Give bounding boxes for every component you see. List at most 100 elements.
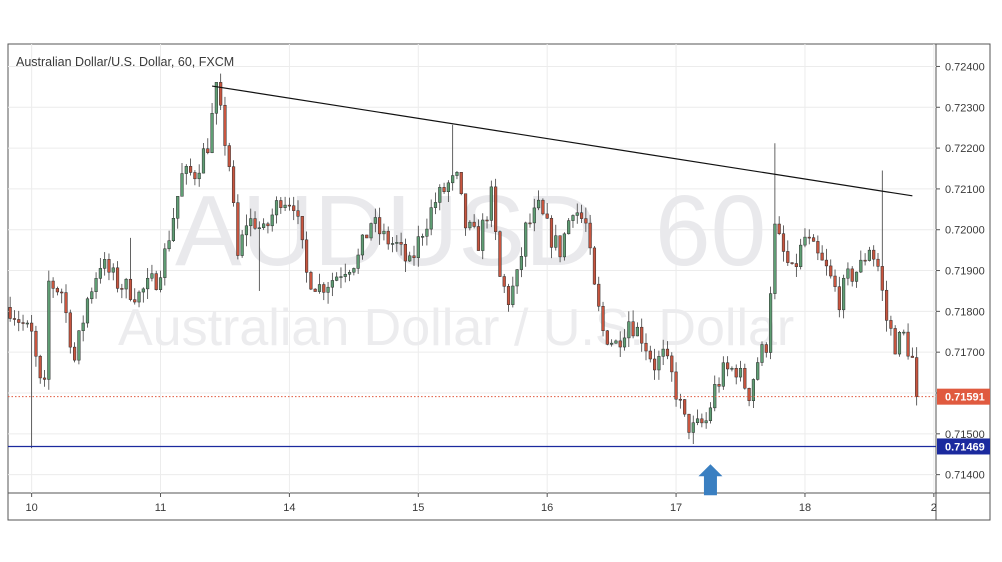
candle-body	[756, 362, 760, 380]
time-tick-label: 14	[283, 502, 295, 514]
candle-body	[180, 173, 184, 197]
candle-body	[17, 319, 21, 323]
candle-body	[154, 273, 158, 290]
candle-body	[184, 166, 188, 174]
candle-body	[51, 280, 55, 289]
plot-frame	[7, 43, 937, 494]
candle-body	[816, 241, 820, 254]
candle-body	[738, 368, 743, 378]
candle-body	[193, 172, 197, 180]
candle-body	[433, 202, 438, 208]
candle-body	[764, 344, 768, 353]
candle-body	[610, 342, 614, 345]
candle-body	[648, 350, 652, 360]
candle-body	[541, 199, 545, 215]
candle-body	[463, 193, 468, 229]
candle-body	[455, 172, 459, 176]
up-arrow-icon	[698, 464, 723, 496]
candle-body	[502, 276, 506, 287]
time-axis[interactable]: 10 11 14 15 16 17 18 2	[26, 493, 937, 514]
candle-body	[657, 356, 661, 371]
candle-body	[906, 331, 910, 357]
candle-body	[189, 166, 193, 173]
candle-body	[287, 204, 291, 207]
candle-body	[141, 288, 145, 293]
candle-body	[330, 280, 334, 288]
candle-body	[399, 242, 403, 245]
candle-body	[352, 268, 356, 273]
candle-body	[872, 249, 876, 260]
candle-body	[850, 268, 854, 282]
candle-body	[713, 384, 717, 409]
candle-body	[562, 233, 566, 258]
candle-body	[403, 243, 407, 262]
candle-body	[880, 266, 884, 291]
candle-body	[382, 230, 386, 235]
overlay-lines	[8, 85, 936, 448]
candle-body	[893, 328, 897, 355]
candle-body	[240, 234, 244, 256]
candle-body	[902, 331, 906, 334]
candle-body	[158, 277, 163, 290]
candle-body	[249, 218, 253, 227]
candle-body	[829, 265, 833, 277]
candle-body	[68, 312, 72, 348]
candle-body	[794, 263, 798, 267]
candle-body	[876, 258, 880, 267]
candle-body	[631, 321, 635, 337]
candle-body	[326, 286, 330, 293]
candle-body	[786, 251, 790, 263]
trendline[interactable]	[211, 85, 913, 197]
price-tick-label: 0.72300	[945, 102, 985, 114]
candle-body	[653, 358, 657, 371]
candle-body	[803, 236, 807, 246]
candle-body	[618, 340, 622, 348]
candle-body	[605, 330, 609, 345]
candle-body	[137, 291, 141, 303]
candle-body	[885, 289, 889, 321]
candle-body	[365, 234, 369, 239]
candle-body	[824, 259, 829, 267]
candle-body	[214, 82, 218, 114]
candle-body	[8, 307, 12, 319]
candle-body	[77, 330, 81, 361]
candle-body	[163, 248, 167, 278]
candle-body	[769, 293, 773, 353]
candle-body	[120, 288, 124, 290]
candle-body	[863, 259, 867, 262]
candle-body	[124, 278, 128, 290]
candle-body	[867, 249, 871, 261]
candle-body	[515, 269, 519, 287]
candle-body	[545, 213, 549, 219]
candle-body	[468, 221, 472, 229]
candle-body	[524, 222, 528, 257]
candle-body	[412, 255, 416, 258]
candle-body	[790, 262, 794, 264]
watermark-description: Australian Dollar / U.S. Dollar	[118, 299, 794, 357]
price-tick-label: 0.71400	[945, 470, 985, 482]
candle-body	[601, 306, 605, 332]
candle-body	[915, 357, 919, 397]
candle-body	[622, 337, 627, 348]
candle-body	[476, 226, 481, 251]
candle-body	[244, 225, 249, 236]
candle-body	[279, 200, 283, 208]
candle-body	[21, 322, 25, 324]
candle-body	[494, 186, 498, 232]
candle-body	[167, 240, 171, 250]
candle-body	[309, 272, 313, 290]
candle-body	[438, 187, 442, 203]
candle-body	[262, 223, 266, 228]
candle-body	[528, 222, 532, 225]
price-axis[interactable]: 0.72400 0.72300 0.72200 0.72100 0.72000 0.719…	[936, 61, 985, 482]
candle-body	[60, 291, 64, 294]
candle-body	[897, 332, 902, 355]
candle-body	[704, 420, 708, 424]
candle-body	[811, 237, 816, 242]
candle-body	[751, 379, 755, 401]
candle-body	[485, 219, 489, 222]
candle-body	[103, 259, 107, 269]
candle-body	[227, 145, 231, 167]
